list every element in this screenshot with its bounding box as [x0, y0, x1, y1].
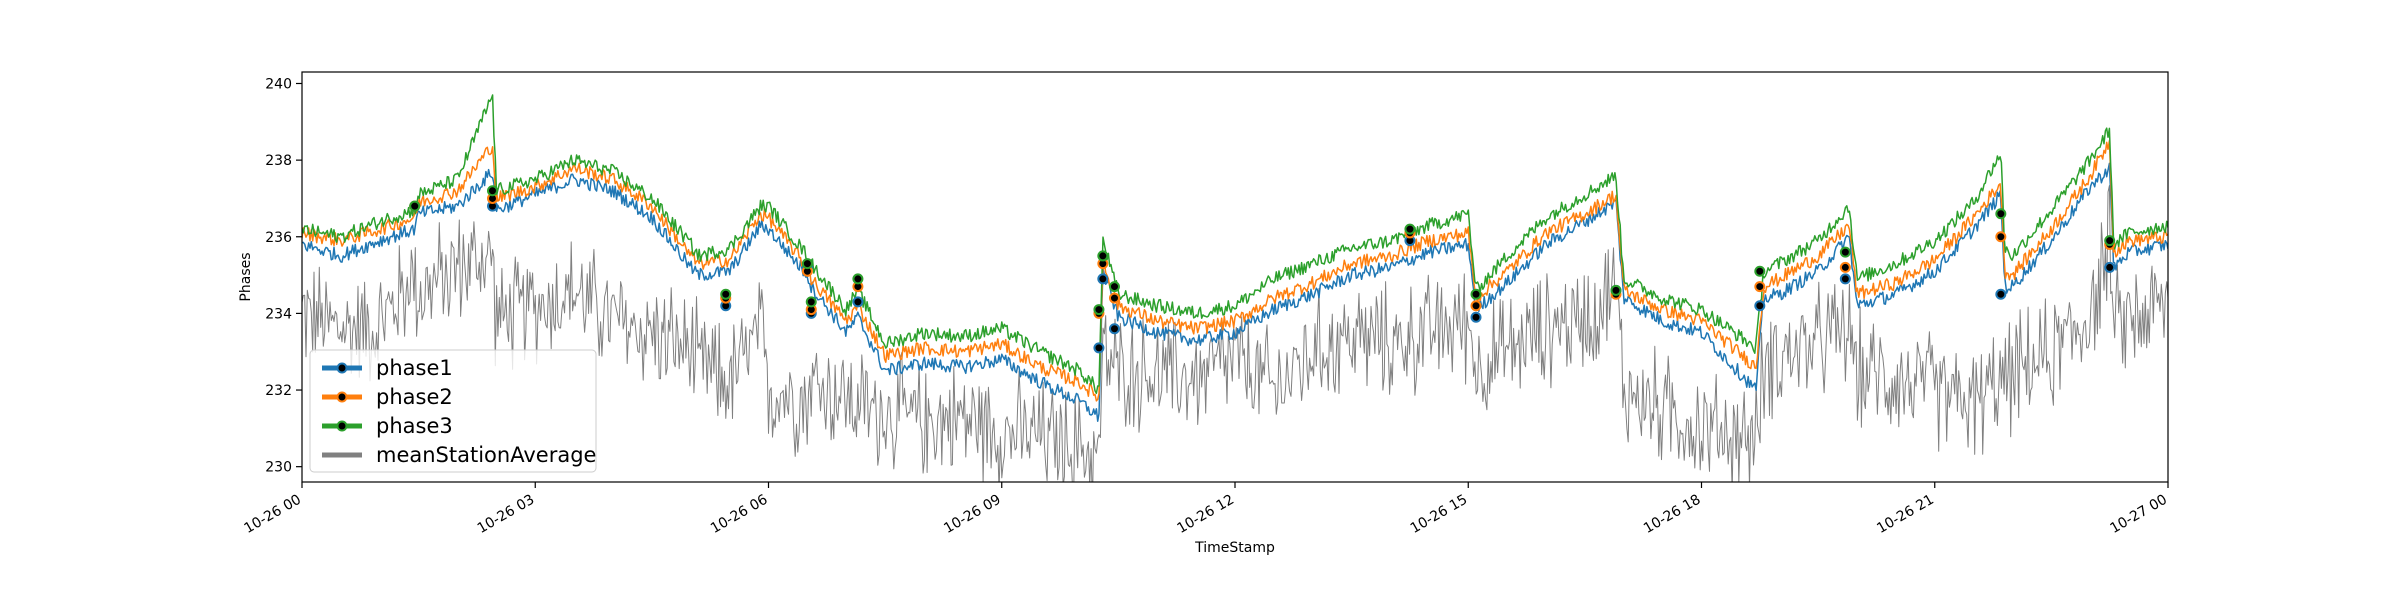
marker-phase3 [805, 296, 817, 308]
y-tick-label: 238 [265, 153, 292, 169]
legend-label-meanStationAverage: meanStationAverage [376, 443, 596, 467]
marker-phase1 [1754, 300, 1766, 312]
legend-label-phase2: phase2 [376, 385, 453, 409]
marker-phase1 [1839, 273, 1851, 285]
series-line-phase1 [302, 162, 2168, 422]
y-tick-label: 236 [265, 230, 292, 246]
x-tick-label: 10-26 09 [941, 492, 1004, 537]
marker-phase1 [1470, 311, 1482, 323]
y-tick-label: 230 [265, 460, 292, 476]
marker-phase3 [1097, 250, 1109, 262]
x-tick-label: 10-26 12 [1174, 492, 1237, 537]
marker-phase2 [1995, 231, 2007, 243]
plot-frame [301, 71, 2169, 483]
x-tick-label: 10-26 15 [1408, 492, 1471, 537]
legend-label-phase3: phase3 [376, 414, 453, 438]
marker-phase1 [1995, 288, 2007, 300]
series-line-meanStationAverage [302, 185, 2168, 482]
marker-phase3 [720, 288, 732, 300]
plot-area [302, 94, 2168, 482]
marker-phase3 [2104, 235, 2116, 247]
series-line-phase3 [302, 94, 2168, 395]
marker-phase3 [1754, 265, 1766, 277]
legend-marker-phase3 [336, 420, 348, 432]
legend-marker-phase2 [336, 391, 348, 403]
x-axis-ticks: 10-26 00 10-26 03 10-26 06 10-26 09 10-26 12… [241, 482, 2170, 537]
marker-phase2 [1839, 261, 1851, 273]
marker-phase3 [1995, 208, 2007, 220]
marker-phase3 [1839, 246, 1851, 258]
marker-phase3 [1404, 223, 1416, 235]
marker-phase1 [1108, 323, 1120, 335]
series-markers [409, 185, 2116, 354]
legend-box [309, 349, 597, 473]
marker-phase1 [1093, 342, 1105, 354]
series-line-phase2 [302, 140, 2168, 402]
legend: phase1 phase2 phase3 meanStationAverage [309, 349, 597, 473]
marker-phase3 [1610, 284, 1622, 296]
series-lines [302, 94, 2168, 482]
x-tick-label: 10-26 06 [708, 492, 771, 537]
marker-phase1 [1097, 273, 1109, 285]
marker-phase2 [1470, 300, 1482, 312]
x-tick-label: 10-27 00 [2107, 492, 2170, 537]
marker-phase3 [1093, 304, 1105, 316]
legend-marker-phase1 [336, 362, 348, 374]
marker-phase3 [1470, 288, 1482, 300]
marker-phase2 [1108, 292, 1120, 304]
marker-phase3 [486, 185, 498, 197]
marker-phase3 [801, 258, 813, 270]
x-tick-label: 10-26 18 [1641, 492, 1704, 537]
marker-phase1 [852, 296, 864, 308]
x-tick-label: 10-26 00 [241, 492, 304, 537]
y-tick-label: 234 [265, 306, 292, 322]
marker-phase3 [409, 200, 421, 212]
legend-label-phase1: phase1 [376, 356, 453, 380]
x-tick-label: 10-26 21 [1874, 492, 1937, 537]
marker-phase2 [1754, 281, 1766, 293]
x-tick-label: 10-26 03 [475, 492, 538, 537]
marker-phase3 [852, 273, 864, 285]
y-axis-ticks: 230 232 234 236 238 240 [265, 76, 302, 476]
y-tick-label: 232 [265, 383, 292, 399]
y-tick-label: 240 [265, 76, 292, 92]
y-axis-label: Phases [238, 252, 254, 301]
x-axis-label: TimeStamp [1194, 540, 1275, 556]
marker-phase1 [2104, 261, 2116, 273]
marker-phase3 [1108, 281, 1120, 293]
